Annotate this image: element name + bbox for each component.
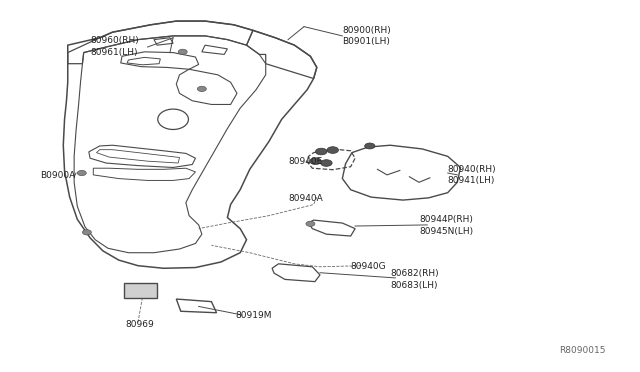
Text: 80969: 80969	[125, 321, 154, 330]
Text: 80940A: 80940A	[288, 194, 323, 203]
Text: 80960(RH)
80961(LH): 80960(RH) 80961(LH)	[90, 36, 139, 57]
Text: B0900A: B0900A	[40, 171, 76, 180]
Circle shape	[316, 148, 327, 155]
Circle shape	[310, 158, 321, 164]
Circle shape	[197, 86, 206, 92]
Circle shape	[178, 49, 187, 54]
Text: 80940(RH)
80941(LH): 80940(RH) 80941(LH)	[448, 165, 497, 185]
FancyBboxPatch shape	[124, 283, 157, 298]
Bar	[137, 286, 145, 296]
Text: 80944P(RH)
80945N(LH): 80944P(RH) 80945N(LH)	[419, 215, 473, 236]
Circle shape	[83, 230, 92, 235]
Text: 80919M: 80919M	[236, 311, 272, 320]
Circle shape	[321, 160, 332, 166]
Circle shape	[327, 147, 339, 153]
Text: 80682(RH)
80683(LH): 80682(RH) 80683(LH)	[390, 269, 439, 290]
Text: 80940G: 80940G	[351, 262, 387, 271]
Circle shape	[77, 170, 86, 176]
Circle shape	[306, 221, 315, 227]
Text: R8090015: R8090015	[559, 346, 606, 355]
Text: 80900(RH)
B0901(LH): 80900(RH) B0901(LH)	[342, 26, 391, 46]
Text: 80940E: 80940E	[288, 157, 323, 166]
Circle shape	[365, 143, 375, 149]
Bar	[128, 286, 136, 296]
